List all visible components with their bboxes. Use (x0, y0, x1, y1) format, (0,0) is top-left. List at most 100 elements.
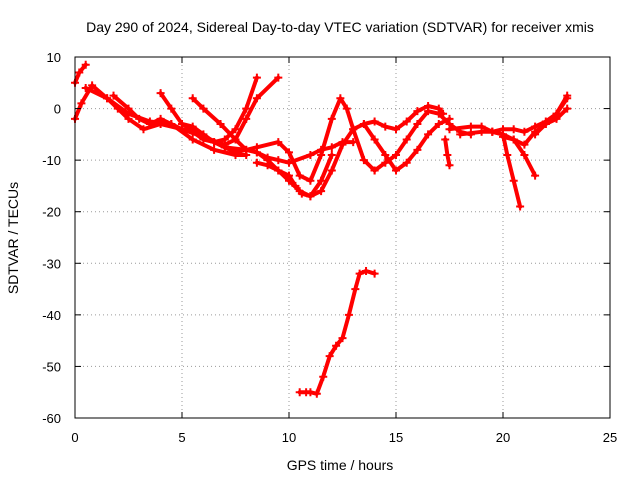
series-arc-5 (156, 73, 261, 147)
data-point-marker (317, 150, 326, 159)
data-point-marker (392, 150, 400, 159)
data-point-marker (306, 388, 315, 397)
data-point-marker (531, 171, 540, 180)
data-point-marker (336, 94, 345, 103)
data-point-marker (285, 176, 293, 185)
data-point-marker (156, 114, 165, 123)
data-point-marker (477, 127, 486, 136)
data-point-marker (381, 122, 390, 131)
data-point-marker (359, 156, 368, 165)
data-point-marker (317, 187, 326, 196)
data-point-marker (199, 104, 208, 113)
series-line (361, 104, 446, 132)
data-point-marker (306, 176, 315, 185)
data-point-marker (443, 150, 452, 159)
data-point-marker (295, 187, 304, 196)
data-point-marker (370, 269, 379, 278)
data-point-marker (145, 120, 154, 129)
data-point-marker (563, 104, 572, 113)
x-tick-label: 10 (282, 430, 296, 445)
data-point-marker (370, 166, 379, 175)
data-point-marker (552, 109, 561, 118)
series-arc-9 (252, 114, 454, 201)
data-point-marker (434, 120, 443, 129)
data-point-marker (220, 143, 229, 152)
data-point-marker (503, 150, 512, 159)
x-tick-label: 0 (71, 430, 78, 445)
data-point-marker (317, 176, 326, 185)
grid (75, 57, 610, 418)
y-axis-label: SDTVAR / TECUs (5, 182, 21, 294)
x-tick-label: 5 (178, 430, 185, 445)
plot-frame (74, 56, 611, 419)
data-point-marker (413, 120, 422, 129)
data-point-marker (124, 104, 133, 113)
data-point-marker (252, 158, 261, 167)
data-point-marker (216, 120, 225, 129)
data-point-marker (327, 166, 336, 175)
data-point-marker (541, 120, 550, 129)
y-tick-label: -10 (42, 153, 61, 168)
data-point-marker (402, 117, 411, 126)
data-point-marker (332, 341, 341, 350)
data-point-marker (359, 120, 368, 129)
y-tick-label: 10 (47, 50, 61, 65)
data-point-marker (135, 114, 144, 123)
data-point-marker (88, 81, 97, 90)
data-point-marker (342, 104, 351, 113)
data-point-marker (103, 94, 112, 103)
data-point-marker (285, 148, 293, 157)
data-point-marker (327, 150, 336, 159)
data-point-marker (81, 60, 90, 69)
data-point-marker (81, 83, 90, 92)
series-arc-10 (295, 267, 379, 398)
data-point-marker (242, 114, 251, 123)
y-tick-label: -50 (42, 359, 61, 374)
data-point-marker (188, 94, 197, 103)
data-point-marker (178, 120, 186, 129)
data-point-marker (499, 125, 507, 134)
y-tick-label: -60 (42, 411, 61, 426)
data-point-marker (252, 73, 261, 82)
data-point-marker (509, 125, 518, 134)
data-point-marker (231, 125, 240, 134)
series-arc-18 (531, 91, 572, 139)
data-point-marker (362, 267, 371, 276)
data-point-marker (252, 94, 261, 103)
data-point-marker (381, 150, 390, 159)
data-point-marker (188, 135, 197, 144)
data-point-marker (231, 148, 240, 157)
data-point-marker (392, 166, 400, 175)
series-arc-13 (441, 135, 454, 170)
y-tick-label: 0 (54, 102, 61, 117)
data-point-marker (77, 99, 86, 108)
series-line (297, 269, 377, 396)
series-arc-1 (71, 60, 90, 87)
series-line (458, 129, 523, 209)
series-group (71, 60, 572, 398)
data-point-marker (109, 91, 118, 100)
data-point-marker (392, 125, 400, 134)
data-point-marker (338, 334, 347, 343)
series-line (533, 93, 570, 137)
data-point-marker (167, 120, 176, 129)
data-point-marker (509, 135, 518, 144)
data-point-marker (344, 310, 353, 319)
y-tick-label: -30 (42, 256, 61, 271)
data-point-marker (306, 150, 315, 159)
series-line (158, 75, 259, 145)
data-point-marker (355, 269, 364, 278)
chart-title: Day 290 of 2024, Sidereal Day-to-day VTE… (86, 19, 594, 35)
data-point-marker (456, 130, 465, 139)
data-point-marker (516, 202, 525, 211)
data-point-marker (306, 192, 315, 201)
data-point-marker (413, 107, 422, 116)
data-point-marker (441, 135, 450, 144)
data-point-marker (445, 125, 454, 134)
data-point-marker (413, 145, 422, 154)
data-point-marker (295, 171, 304, 180)
series-line (73, 62, 88, 85)
data-point-marker (424, 107, 433, 116)
data-point-marker (210, 145, 219, 154)
data-point-marker (424, 130, 433, 139)
